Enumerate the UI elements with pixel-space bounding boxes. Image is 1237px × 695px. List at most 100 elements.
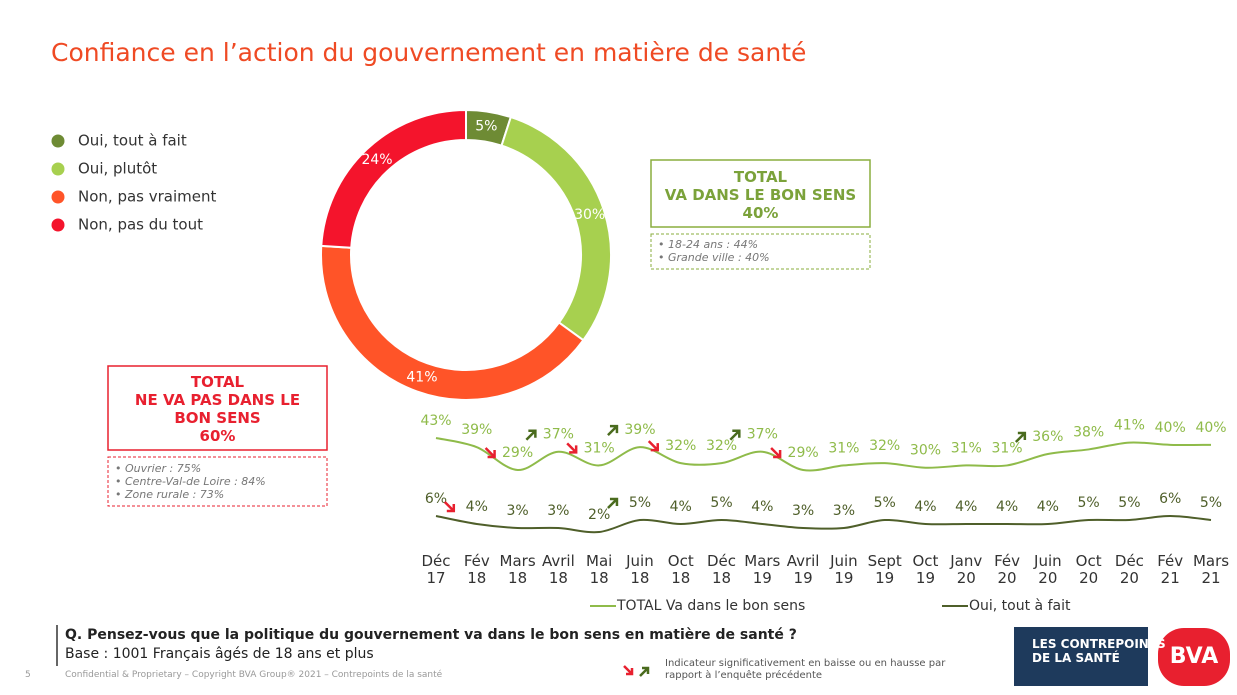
value-label: 32% xyxy=(869,438,900,454)
detail: Centre-Val-de Loire : 84% xyxy=(115,475,266,488)
significance-arrow xyxy=(443,501,456,513)
green-box xyxy=(650,159,871,228)
x-tick-label: Oct 19 xyxy=(912,552,939,587)
value-label: 39% xyxy=(461,422,492,438)
value-label: 29% xyxy=(502,445,533,461)
x-tick-label: Mai 18 xyxy=(586,552,613,587)
legend-label: TOTAL Va dans le bon sens xyxy=(616,598,805,614)
line-series xyxy=(435,514,1212,534)
red-details: Ouvrier : 75%Centre-Val-de Loire : 84%Zo… xyxy=(115,462,266,501)
value-label: 4% xyxy=(914,499,936,515)
legend-label: Non, pas du tout xyxy=(78,216,203,234)
box-line: TOTAL xyxy=(190,373,245,391)
significance-arrow xyxy=(770,447,782,459)
legend-label: Oui, tout à fait xyxy=(78,132,187,150)
value-label: 4% xyxy=(996,499,1018,515)
x-tick-label: Déc 18 xyxy=(707,552,737,587)
x-tick-label: Avril 19 xyxy=(786,552,820,587)
detail: Ouvrier : 75% xyxy=(115,462,266,475)
value-label: 30% xyxy=(910,443,941,459)
donut-segment xyxy=(320,244,585,401)
value-label: 41% xyxy=(406,369,437,385)
legend-label: Non, pas vraiment xyxy=(78,188,216,206)
x-tick-label: Janv 20 xyxy=(950,552,983,587)
contrepoints-text: LES CONTREPOINTS DE LA SANTÉ xyxy=(1032,637,1166,665)
slide-title: Confiance en l’action du gouvernement en… xyxy=(51,38,807,67)
x-tick-label: Avril 18 xyxy=(541,552,575,587)
x-tick-label: Mars 19 xyxy=(744,552,781,587)
base: Base : 1001 Français âgés de 18 ans et p… xyxy=(65,646,374,662)
x-tick-label: Juin 20 xyxy=(1034,552,1062,587)
donut-segment xyxy=(500,115,612,342)
x-tick-label: Fév 20 xyxy=(994,552,1020,587)
x-tick-label: Juin 19 xyxy=(830,552,858,587)
value-label: 37% xyxy=(543,427,574,443)
bva-logo xyxy=(1158,628,1230,686)
value-label: 4% xyxy=(955,499,977,515)
box-line: NE VA PAS DANS LE xyxy=(134,391,301,409)
value-label: 4% xyxy=(1037,499,1059,515)
value-label: 4% xyxy=(670,499,692,515)
value-label: 4% xyxy=(751,499,773,515)
value-label: 31% xyxy=(828,440,859,456)
box-line: 40% xyxy=(742,204,779,222)
significance-arrow xyxy=(525,429,537,441)
footer: Confidential & Proprietary – Copyright B… xyxy=(65,670,443,680)
down-icon xyxy=(623,665,634,676)
value-label: 5% xyxy=(710,495,732,511)
value-label: 5% xyxy=(475,119,497,135)
value-label: 31% xyxy=(951,440,982,456)
value-label: 5% xyxy=(1078,495,1100,511)
significance-arrow xyxy=(647,440,659,452)
x-tick-label: Fév 18 xyxy=(463,552,490,587)
value-label: 39% xyxy=(624,422,655,438)
x-tick-label: Juin 18 xyxy=(626,552,654,587)
significance-arrow xyxy=(607,497,619,509)
line-series xyxy=(435,437,1212,472)
value-label: 3% xyxy=(506,503,528,519)
detail: Grande ville : 40% xyxy=(658,251,770,264)
red-details-box xyxy=(107,456,328,507)
x-tick-label: Fév 21 xyxy=(1157,552,1184,587)
x-tick-label: Oct 18 xyxy=(667,552,694,587)
value-label: 29% xyxy=(788,445,819,461)
donut-segment xyxy=(320,108,467,249)
box-line: BON SENS xyxy=(174,409,261,427)
indicator-note: Indicateur significativement en baisse o… xyxy=(665,658,946,681)
red-box-text: TOTAL NE VA PAS DANS LE BON SENS 60% xyxy=(108,373,327,445)
significance-arrow xyxy=(484,447,496,459)
value-label: 6% xyxy=(1159,491,1181,507)
value-label: 5% xyxy=(629,495,651,511)
value-label: 32% xyxy=(665,438,696,454)
box-line: VA DANS LE BON SENS xyxy=(664,186,857,204)
value-label: 6% xyxy=(425,491,447,507)
green-details-box xyxy=(650,233,871,270)
detail: 18-24 ans : 44% xyxy=(658,238,770,251)
x-tick-label: Mars 21 xyxy=(1192,552,1230,587)
bva-text: BVA xyxy=(1169,644,1219,669)
value-label: 41% xyxy=(1114,418,1145,434)
logo-line: LES CONTREPOINTS xyxy=(1032,637,1166,651)
value-label: 30% xyxy=(574,207,605,223)
red-box xyxy=(107,365,328,451)
question: Q. Pensez-vous que la politique du gouve… xyxy=(65,627,797,643)
value-label: 37% xyxy=(747,427,778,443)
legend-swatch xyxy=(51,218,65,232)
value-label: 3% xyxy=(833,503,855,519)
legend-swatch xyxy=(51,190,65,204)
x-tick-label: Sept 19 xyxy=(867,552,902,587)
value-label: 40% xyxy=(1195,420,1226,436)
legend-label: Oui, tout à fait xyxy=(969,598,1071,614)
up-icon xyxy=(639,666,650,677)
value-label: 5% xyxy=(874,495,896,511)
significance-arrow xyxy=(729,429,741,441)
page-number: 5 xyxy=(25,670,31,680)
value-label: 24% xyxy=(361,152,392,168)
value-label: 43% xyxy=(420,413,451,429)
significance-arrow xyxy=(607,424,619,437)
value-label: 38% xyxy=(1073,424,1104,440)
significance-arrow xyxy=(566,442,578,454)
box-line: TOTAL xyxy=(733,168,788,186)
value-label: 3% xyxy=(547,503,569,519)
